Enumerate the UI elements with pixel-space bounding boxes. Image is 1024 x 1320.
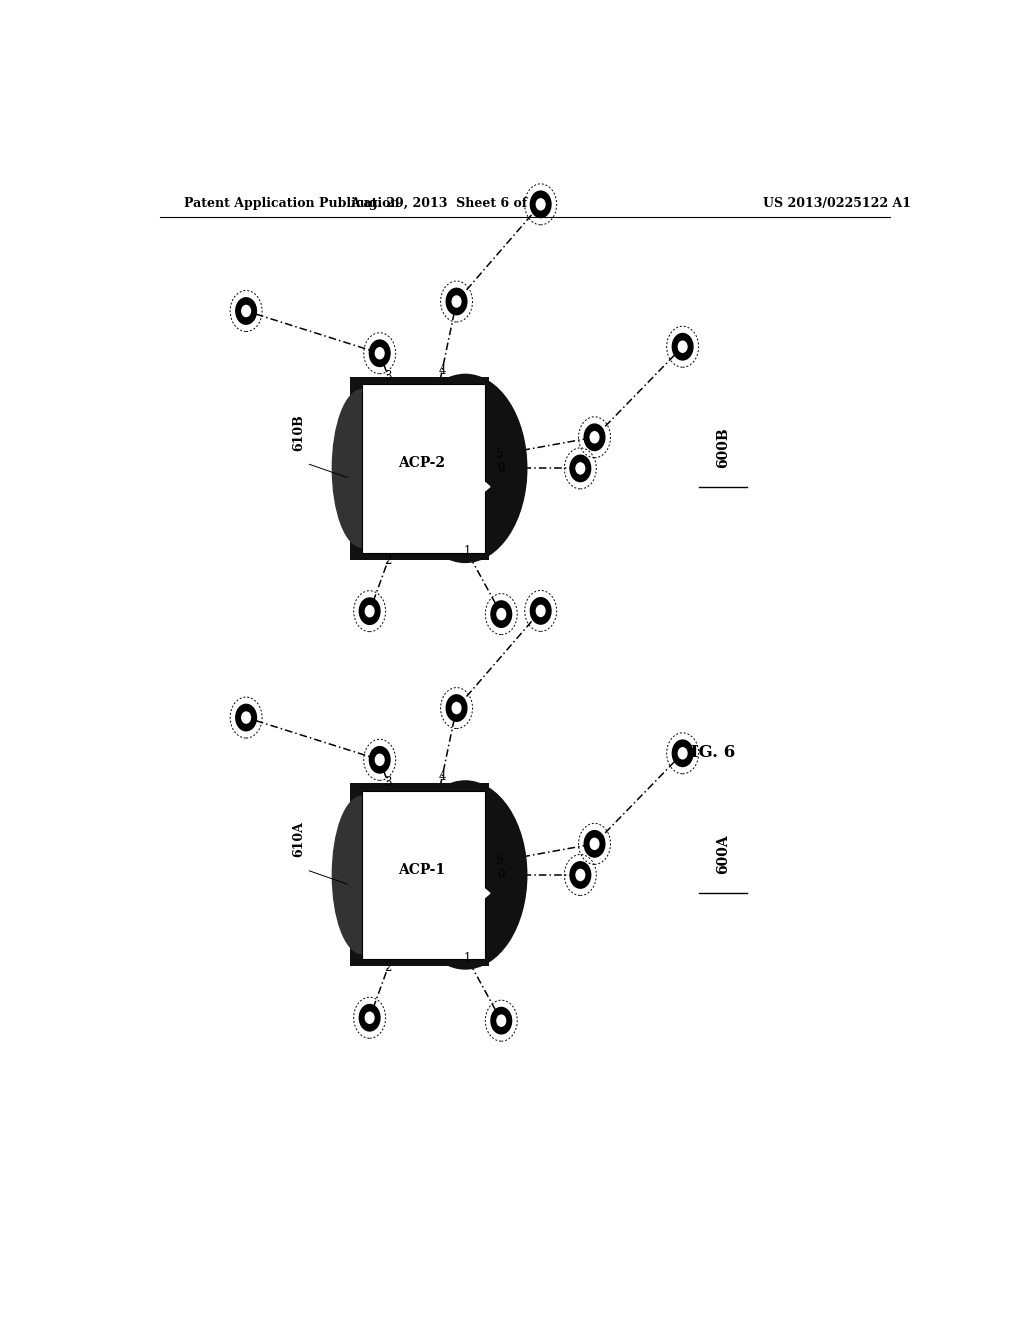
Circle shape — [490, 1007, 512, 1034]
Circle shape — [366, 606, 374, 616]
Circle shape — [359, 1005, 380, 1031]
Circle shape — [242, 711, 251, 723]
Text: 600B: 600B — [716, 428, 730, 469]
Circle shape — [366, 1012, 374, 1023]
Circle shape — [453, 702, 461, 714]
Circle shape — [673, 741, 693, 767]
Circle shape — [678, 341, 687, 352]
Circle shape — [446, 288, 467, 314]
Text: 610B: 610B — [292, 414, 305, 451]
Text: 600A: 600A — [716, 834, 730, 874]
Text: 4: 4 — [438, 771, 445, 783]
Text: Aug. 29, 2013  Sheet 6 of 7: Aug. 29, 2013 Sheet 6 of 7 — [350, 197, 541, 210]
Circle shape — [585, 830, 605, 857]
Circle shape — [446, 694, 467, 721]
Text: 5: 5 — [497, 447, 504, 461]
Polygon shape — [475, 880, 489, 906]
Circle shape — [370, 341, 390, 367]
Circle shape — [590, 432, 599, 442]
Bar — [350, 784, 489, 966]
Circle shape — [490, 601, 512, 627]
Text: ACP-2: ACP-2 — [398, 457, 445, 470]
Circle shape — [530, 191, 551, 218]
Text: 5: 5 — [497, 854, 504, 867]
Bar — [362, 791, 485, 960]
Text: 610A: 610A — [292, 821, 305, 857]
Text: 0: 0 — [498, 869, 505, 882]
Circle shape — [673, 334, 693, 360]
Circle shape — [537, 199, 545, 210]
Circle shape — [570, 455, 591, 482]
Ellipse shape — [333, 389, 392, 548]
Circle shape — [585, 424, 605, 450]
Circle shape — [678, 747, 687, 759]
Circle shape — [242, 305, 251, 317]
Circle shape — [497, 1015, 506, 1026]
Circle shape — [236, 298, 256, 325]
Text: 2: 2 — [384, 961, 392, 974]
Circle shape — [376, 754, 384, 766]
Text: 3: 3 — [384, 776, 392, 789]
Text: 1: 1 — [464, 952, 471, 965]
Circle shape — [236, 705, 256, 731]
Text: 0: 0 — [498, 462, 505, 475]
Circle shape — [577, 463, 585, 474]
Bar — [350, 378, 489, 560]
Text: Patent Application Publication: Patent Application Publication — [183, 197, 399, 210]
Circle shape — [359, 598, 380, 624]
Circle shape — [577, 870, 585, 880]
Text: 2: 2 — [384, 554, 392, 568]
Polygon shape — [475, 474, 489, 499]
Text: 3: 3 — [384, 370, 392, 383]
Ellipse shape — [403, 375, 526, 562]
Circle shape — [453, 296, 461, 308]
Text: US 2013/0225122 A1: US 2013/0225122 A1 — [763, 197, 911, 210]
Circle shape — [376, 347, 384, 359]
Circle shape — [497, 609, 506, 619]
Text: 1: 1 — [464, 545, 471, 558]
Text: 4: 4 — [438, 364, 445, 376]
Text: FIG. 6: FIG. 6 — [679, 744, 735, 762]
Circle shape — [537, 606, 545, 616]
Ellipse shape — [403, 781, 526, 969]
Circle shape — [590, 838, 599, 849]
Bar — [362, 384, 485, 553]
Circle shape — [570, 862, 591, 888]
Ellipse shape — [333, 796, 392, 954]
Circle shape — [530, 598, 551, 624]
Text: ACP-1: ACP-1 — [398, 863, 445, 876]
Circle shape — [370, 747, 390, 774]
